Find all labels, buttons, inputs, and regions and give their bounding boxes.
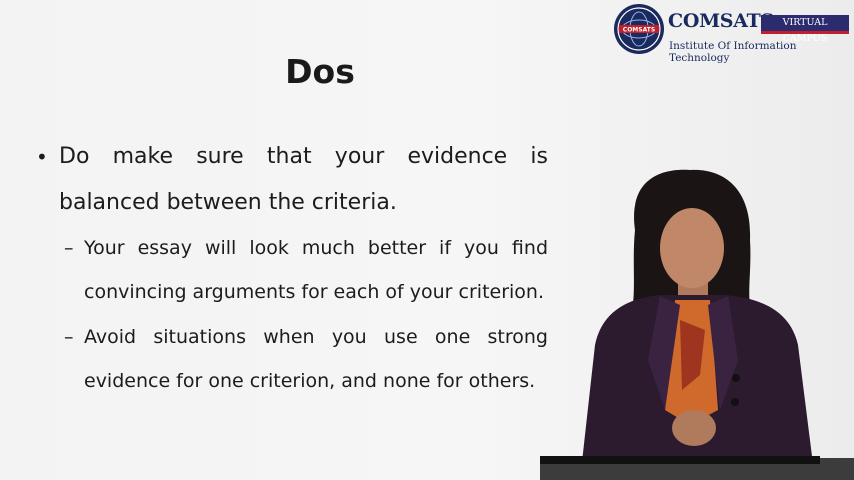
- sub-bullet-text: Avoid situations when you use one strong…: [84, 326, 548, 392]
- sub-bullet-text: Your essay will look much better if you …: [84, 237, 548, 303]
- logo-badge: VIRTUAL CAMPUS: [761, 15, 849, 44]
- bullet-item: • Do make sure that your evidence is bal…: [36, 134, 548, 226]
- sub-bullet-item: – Avoid situations when you use one stro…: [64, 315, 548, 403]
- bullet-text: Do make sure that your evidence is balan…: [59, 144, 548, 215]
- logo-name: COMSATS: [668, 10, 774, 32]
- slide-title: Dos: [285, 52, 355, 91]
- logo-subtitle: Institute Of Information Technology: [669, 40, 797, 64]
- bullet-marker: •: [36, 145, 48, 169]
- comsats-seal-icon: COMSATS: [614, 4, 664, 54]
- sub-bullet-item: – Your essay will look much better if yo…: [64, 226, 548, 314]
- presenter-figure-icon: [540, 169, 854, 480]
- comsats-logo: COMSATS COMSATS VIRTUAL CAMPUS Institute…: [613, 3, 851, 64]
- sub-bullet-marker: –: [64, 326, 74, 348]
- sub-bullet-marker: –: [64, 237, 74, 259]
- svg-text:COMSATS: COMSATS: [623, 27, 655, 34]
